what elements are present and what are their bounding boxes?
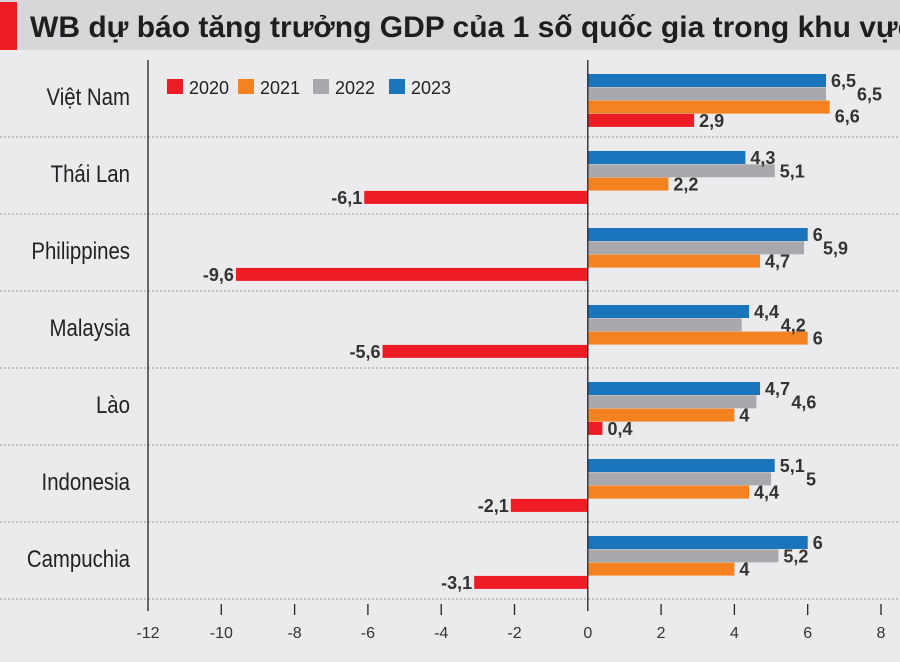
bar-2022 bbox=[587, 87, 827, 101]
value-label: 6,6 bbox=[835, 107, 860, 127]
legend-swatch-2020 bbox=[167, 79, 183, 94]
value-label: 5,2 bbox=[783, 546, 808, 566]
bar-2023 bbox=[587, 459, 775, 472]
x-tick-label: -4 bbox=[434, 625, 448, 642]
value-label: 4,2 bbox=[781, 315, 806, 335]
bar-2022 bbox=[587, 241, 805, 255]
value-label: -2,1 bbox=[478, 496, 509, 516]
bar-2023 bbox=[587, 305, 750, 318]
legend-label: 2021 bbox=[260, 78, 300, 98]
bar-2021 bbox=[587, 177, 669, 191]
x-tick-label: 2 bbox=[657, 625, 666, 642]
value-label: 6,5 bbox=[857, 84, 882, 104]
bar-2020 bbox=[587, 113, 695, 127]
bar-2023 bbox=[587, 228, 808, 241]
category-label: Lào bbox=[96, 391, 130, 418]
bar-2022 bbox=[587, 318, 742, 332]
x-tick-label: 6 bbox=[803, 625, 812, 642]
bar-2023 bbox=[587, 536, 808, 549]
bar-2020 bbox=[235, 267, 588, 281]
bar-2021 bbox=[587, 485, 750, 499]
value-label: -3,1 bbox=[441, 573, 472, 593]
legend-swatch-2021 bbox=[238, 79, 254, 94]
bar-2021 bbox=[587, 331, 808, 345]
legend-label: 2022 bbox=[335, 78, 375, 98]
bar-2022 bbox=[587, 472, 772, 486]
category-label: Campuchia bbox=[27, 545, 131, 572]
value-label: 5,9 bbox=[823, 238, 848, 258]
category-label: Thái Lan bbox=[51, 160, 130, 187]
category-label: Indonesia bbox=[42, 468, 131, 495]
category-label: Philippines bbox=[31, 237, 130, 264]
value-label: 4,7 bbox=[765, 252, 790, 272]
chart-title: WB dự báo tăng trưởng GDP của 1 số quốc … bbox=[30, 11, 900, 44]
category-label: Việt Nam bbox=[46, 83, 130, 110]
value-label: 4,4 bbox=[754, 483, 779, 503]
x-tick-label: -8 bbox=[287, 625, 301, 642]
value-label: 4 bbox=[739, 406, 749, 426]
bar-2021 bbox=[587, 100, 830, 114]
value-label: -9,6 bbox=[203, 265, 234, 285]
bar-2020 bbox=[510, 498, 588, 512]
value-label: 0,4 bbox=[607, 419, 632, 439]
x-tick-label: -12 bbox=[136, 625, 159, 642]
value-label: 5,1 bbox=[780, 456, 805, 476]
legend-label: 2020 bbox=[189, 78, 229, 98]
bar-2022 bbox=[587, 164, 775, 178]
value-label: 4 bbox=[739, 560, 749, 580]
value-label: 2,2 bbox=[673, 175, 698, 195]
value-label: -6,1 bbox=[331, 188, 362, 208]
value-label: 4,6 bbox=[791, 392, 816, 412]
value-label: 6 bbox=[813, 329, 823, 349]
x-tick-label: 4 bbox=[730, 625, 739, 642]
value-label: 5 bbox=[806, 469, 816, 489]
x-tick-label: -6 bbox=[361, 625, 375, 642]
bar-2020 bbox=[364, 190, 588, 204]
x-tick-label: 8 bbox=[877, 625, 886, 642]
bar-2023 bbox=[587, 382, 761, 395]
category-label: Malaysia bbox=[50, 314, 131, 341]
bar-2021 bbox=[587, 562, 735, 576]
value-label: 6 bbox=[813, 225, 823, 245]
x-tick-label: -2 bbox=[507, 625, 521, 642]
value-label: 4,7 bbox=[765, 379, 790, 399]
x-tick-label: -10 bbox=[210, 625, 233, 642]
bar-2023 bbox=[587, 151, 746, 164]
bar-2022 bbox=[587, 395, 757, 409]
value-label: 4,3 bbox=[750, 148, 775, 168]
legend-label: 2023 bbox=[411, 78, 451, 98]
value-label: 2,9 bbox=[699, 111, 724, 131]
x-tick-label: 0 bbox=[583, 625, 592, 642]
bar-2021 bbox=[587, 408, 735, 422]
value-label: -5,6 bbox=[350, 342, 381, 362]
bar-2020 bbox=[474, 575, 588, 589]
title-accent bbox=[0, 2, 17, 50]
value-label: 5,1 bbox=[780, 161, 805, 181]
bar-2020 bbox=[382, 344, 588, 358]
bar-2021 bbox=[587, 254, 761, 268]
bar-2020 bbox=[587, 421, 603, 435]
title-bar bbox=[0, 0, 900, 50]
value-label: 4,4 bbox=[754, 302, 779, 322]
value-label: 6,5 bbox=[831, 71, 856, 91]
legend-swatch-2022 bbox=[313, 79, 329, 94]
bar-2022 bbox=[587, 549, 779, 563]
value-label: 6 bbox=[813, 533, 823, 553]
bar-2023 bbox=[587, 74, 827, 87]
legend-swatch-2023 bbox=[389, 79, 405, 94]
